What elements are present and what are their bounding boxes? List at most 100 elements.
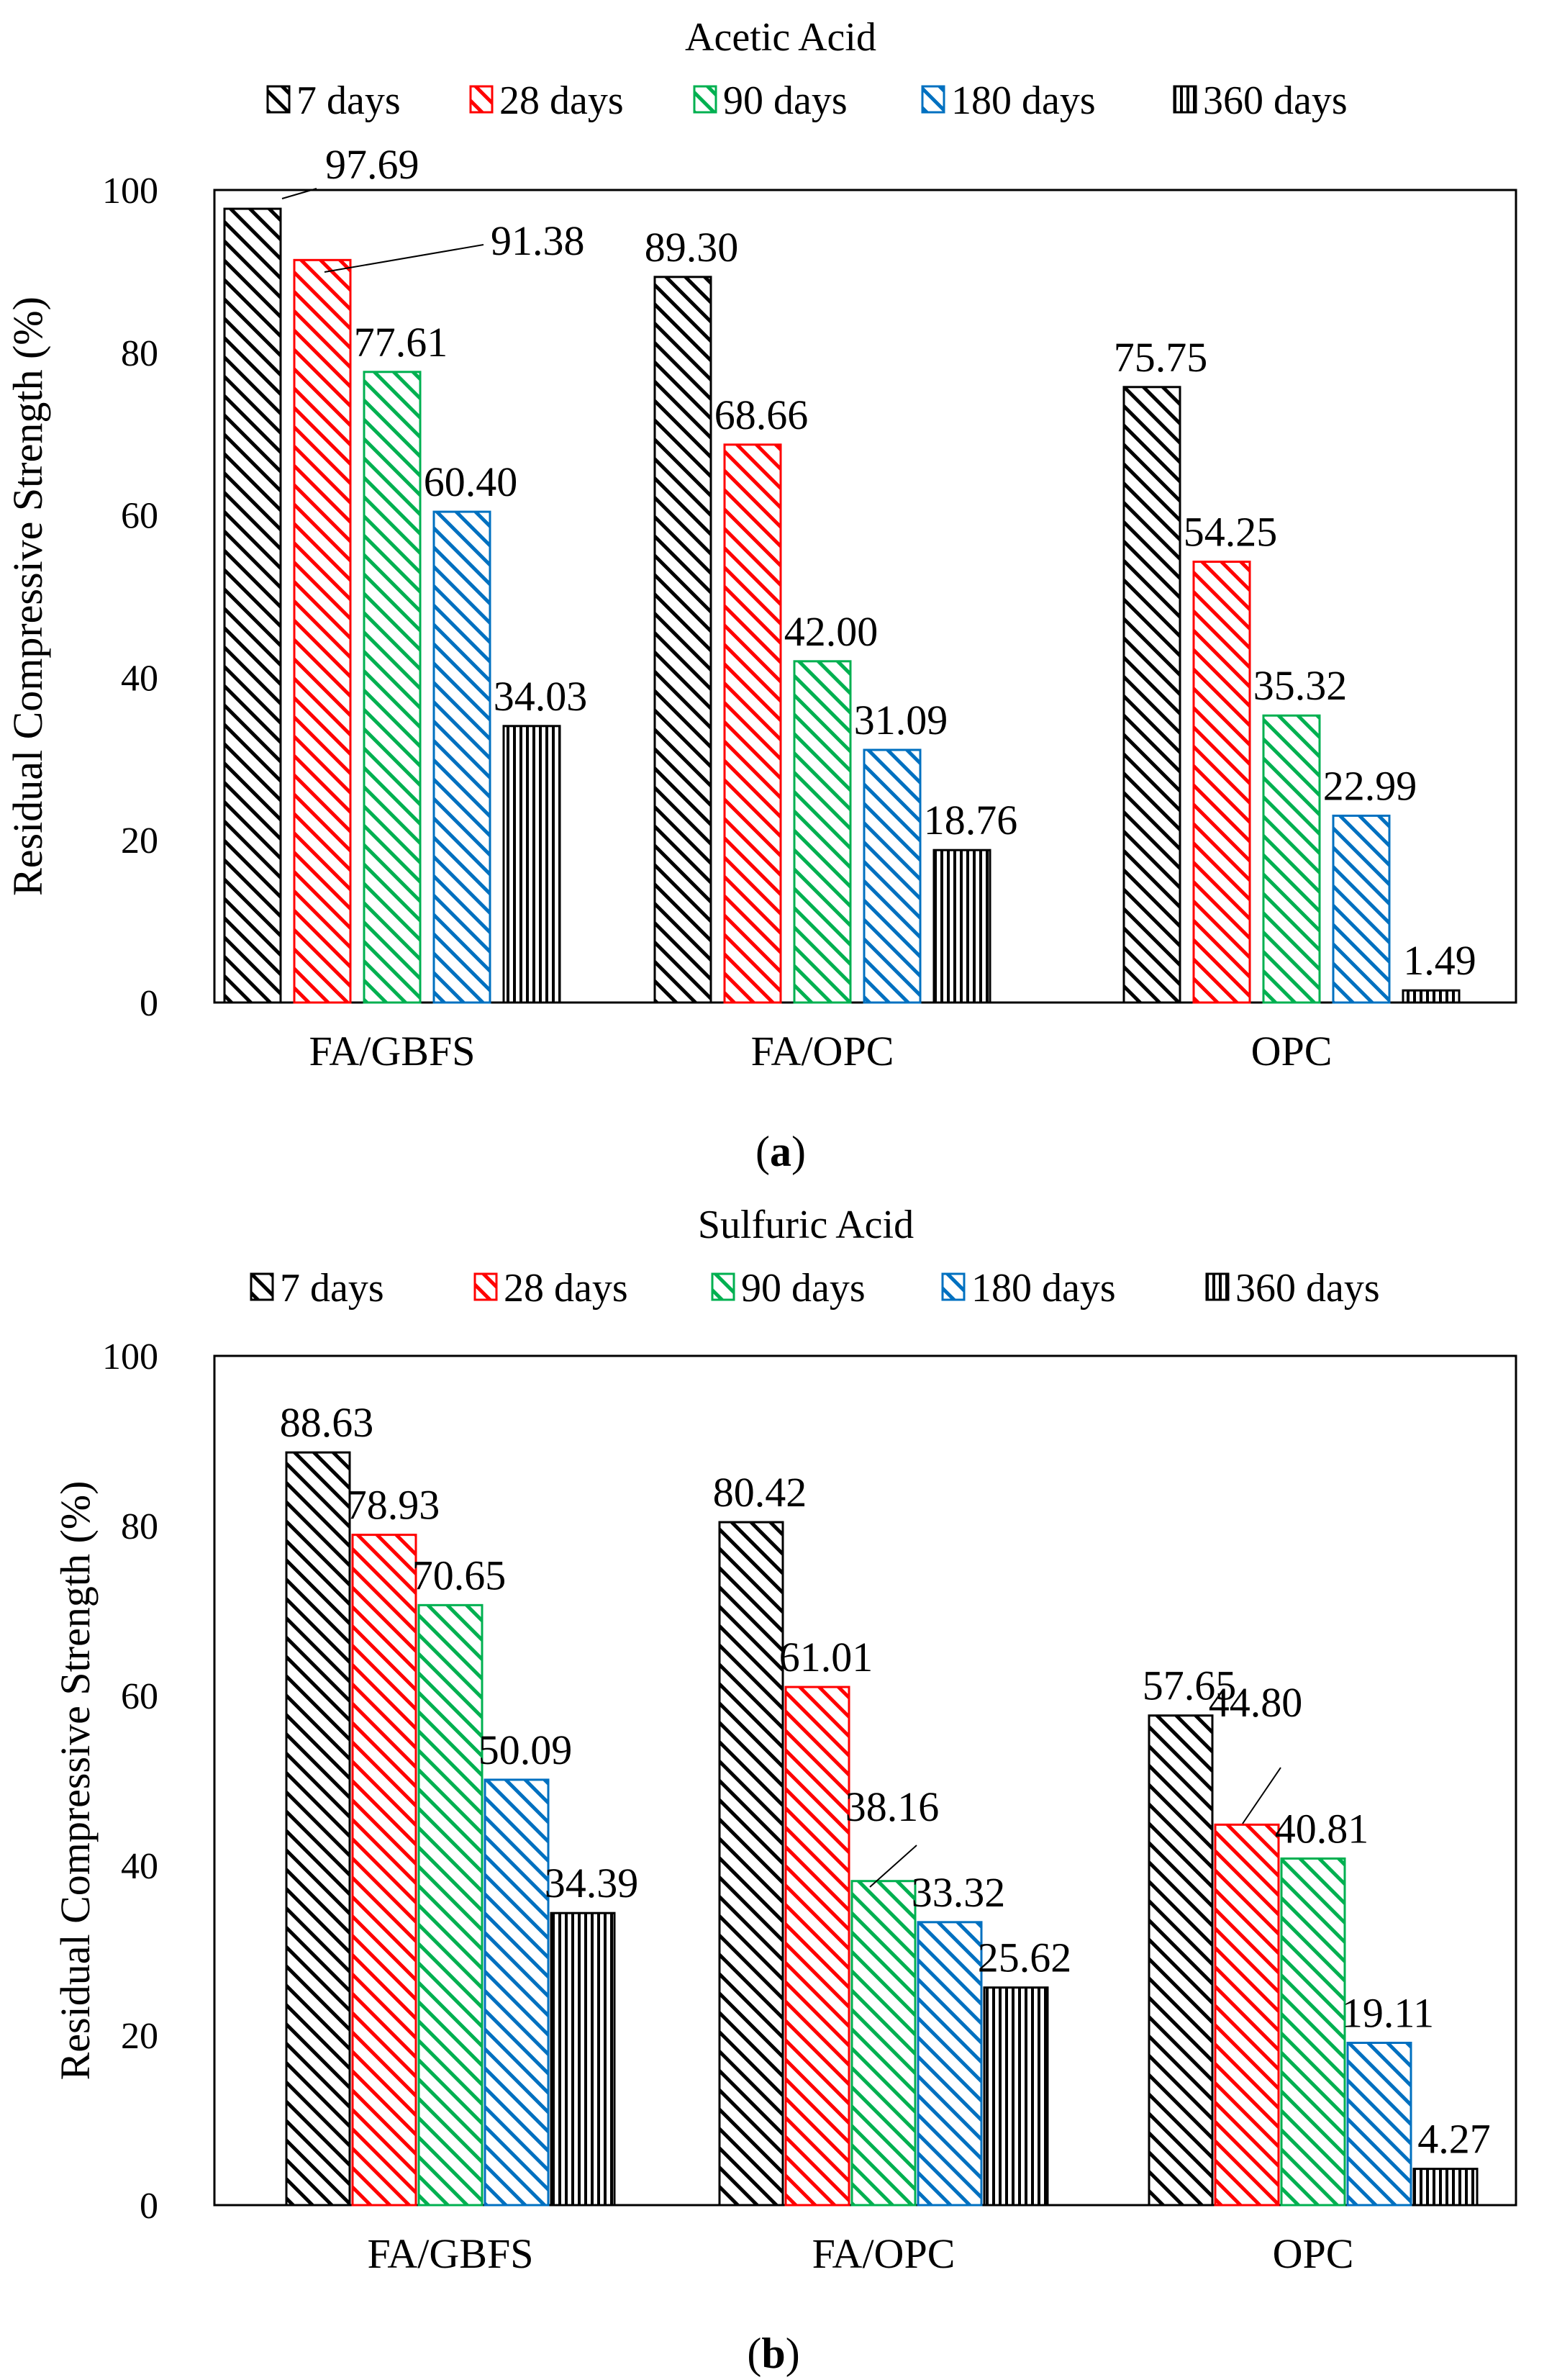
panel-caption-letter: b [761, 2330, 785, 2377]
data-label-opc-7-days: 57.65 [1143, 1662, 1237, 1709]
y-tick-label: 0 [140, 983, 158, 1024]
bar-fa-opc-28-days [723, 443, 782, 1004]
data-label-fa-opc-7-days: 89.30 [645, 224, 739, 271]
y-tick-label: 40 [121, 1846, 158, 1887]
data-label-leader-line [324, 244, 484, 273]
chart-title: Sulfuric Acid [698, 1203, 914, 1247]
data-label-fa-gbfs-90-days: 77.61 [354, 319, 448, 366]
data-label-fa-opc-28-days: 68.66 [714, 392, 809, 438]
data-label-leader-line [869, 1845, 917, 1888]
bar-opc-360-days [1402, 989, 1461, 1004]
data-label-fa-opc-90-days: 42.00 [784, 608, 879, 655]
bar-opc-28-days [1214, 1823, 1280, 2207]
bar-fa-opc-180-days [917, 1921, 983, 2207]
legend-label-7-days: 7 days [280, 1266, 384, 1311]
bar-fa-opc-90-days [793, 660, 852, 1004]
y-tick-label: 20 [121, 820, 158, 861]
legend-swatch-90-days [711, 1272, 735, 1301]
y-axis-label: Residual Compressive Strength (%) [4, 297, 51, 896]
y-tick-label: 60 [121, 1676, 158, 1717]
data-label-fa-opc-360-days: 18.76 [924, 797, 1018, 843]
y-tick-label: 60 [121, 496, 158, 537]
legend: 7 days 28 days 90 days 180 days 360 days [266, 78, 1348, 123]
legend-swatch-90-days [693, 85, 717, 114]
bar-fa-opc-7-days [653, 276, 712, 1004]
y-tick-label: 80 [121, 1506, 158, 1547]
x-category-label-opc: OPC [1273, 2230, 1354, 2277]
bar-fa-gbfs-180-days [432, 510, 491, 1004]
data-label-fa-opc-180-days: 33.32 [912, 1869, 1006, 1916]
bar-fa-opc-28-days [784, 1686, 850, 2207]
data-label-opc-180-days: 19.11 [1342, 1990, 1434, 2037]
data-label-leader-line [1242, 1767, 1281, 1824]
y-tick-label: 80 [121, 333, 158, 374]
data-label-fa-gbfs-28-days: 91.38 [491, 217, 585, 264]
legend: 7 days 28 days 90 days 180 days 360 days [250, 1266, 1380, 1311]
panel-caption-letter: a [770, 1128, 791, 1175]
category-group-fa-gbfs: 88.63 78.93 70.65 50.09 34.39 [280, 1399, 639, 2207]
bar-opc-7-days [1148, 1714, 1214, 2207]
bar-fa-gbfs-28-days [293, 258, 352, 1004]
legend-label-360-days: 360 days [1203, 78, 1348, 123]
bar-fa-gbfs-360-days [550, 1911, 616, 2207]
y-tick-label: 0 [140, 2186, 158, 2227]
bar-fa-gbfs-28-days [351, 1534, 417, 2207]
data-label-fa-gbfs-7-days: 97.69 [325, 141, 419, 188]
bar-fa-gbfs-90-days [363, 371, 422, 1004]
legend-swatch-360-days [1173, 85, 1197, 114]
bar-opc-28-days [1192, 561, 1251, 1004]
bar-fa-gbfs-90-days [417, 1603, 484, 2207]
bar-opc-90-days [1280, 1857, 1346, 2207]
legend-label-90-days: 90 days [723, 78, 848, 123]
legend-swatch-360-days [1205, 1272, 1230, 1301]
data-label-fa-gbfs-360-days: 34.39 [545, 1860, 639, 1906]
data-label-opc-90-days: 40.81 [1275, 1805, 1369, 1852]
x-category-label-opc: OPC [1251, 1028, 1333, 1074]
legend-label-28-days: 28 days [504, 1266, 628, 1311]
bar-fa-gbfs-360-days [502, 725, 561, 1004]
chart-title: Acetic Acid [685, 15, 876, 60]
panel-a-acetic-acid-chart: Acetic Acid 7 days 28 days 90 days 180 days 3… [4, 15, 1517, 1175]
bar-fa-opc-90-days [850, 1880, 917, 2207]
data-label-fa-gbfs-28-days: 78.93 [346, 1482, 440, 1529]
x-category-label-fa-gbfs: FA/GBFS [367, 2230, 533, 2277]
data-label-opc-180-days: 22.99 [1323, 762, 1417, 809]
bar-fa-gbfs-7-days [223, 207, 282, 1004]
data-label-opc-360-days: 1.49 [1403, 937, 1476, 984]
data-label-fa-gbfs-360-days: 34.03 [494, 673, 588, 720]
legend-swatch-28-days [473, 1272, 498, 1301]
panel-caption: (b) [747, 2330, 799, 2377]
bar-fa-opc-7-days [718, 1521, 784, 2207]
legend-label-7-days: 7 days [296, 78, 401, 123]
category-group-fa-gbfs: 97.69 91.38 77.61 60.40 34.03 [223, 141, 588, 1004]
x-category-label-fa-opc: FA/OPC [812, 2230, 955, 2277]
data-label-fa-gbfs-180-days: 50.09 [478, 1727, 573, 1773]
bar-fa-opc-360-days [983, 1986, 1049, 2207]
bar-opc-180-days [1346, 2042, 1412, 2207]
data-label-fa-opc-28-days: 61.01 [779, 1634, 873, 1680]
y-tick-label: 20 [121, 2016, 158, 2057]
panel-caption: (a) [755, 1128, 806, 1175]
data-label-fa-opc-180-days: 31.09 [854, 697, 948, 743]
legend-swatch-180-days [941, 1272, 966, 1301]
data-label-opc-360-days: 4.27 [1417, 2116, 1491, 2163]
bar-fa-gbfs-180-days [484, 1778, 550, 2207]
data-label-opc-90-days: 35.32 [1253, 662, 1348, 709]
bar-opc-7-days [1122, 386, 1181, 1004]
legend-label-360-days: 360 days [1235, 1266, 1380, 1311]
data-label-opc-7-days: 75.75 [1114, 334, 1208, 381]
bar-opc-360-days [1412, 2168, 1479, 2207]
legend-label-28-days: 28 days [499, 78, 624, 123]
legend-swatch-180-days [921, 85, 945, 114]
data-label-opc-28-days: 44.80 [1209, 1679, 1303, 1726]
panel-b-sulfuric-acid-chart: Sulfuric Acid 7 days 28 days 90 days 180 day… [52, 1203, 1517, 2377]
legend-label-180-days: 180 days [951, 78, 1096, 123]
x-category-label-fa-gbfs: FA/GBFS [309, 1028, 475, 1074]
data-label-fa-gbfs-90-days: 70.65 [412, 1552, 507, 1598]
data-label-leader-line [281, 188, 317, 199]
data-label-fa-opc-7-days: 80.42 [713, 1469, 807, 1516]
bar-opc-180-days [1332, 814, 1391, 1004]
bar-fa-opc-360-days [932, 849, 991, 1004]
legend-swatch-7-days [266, 85, 291, 114]
